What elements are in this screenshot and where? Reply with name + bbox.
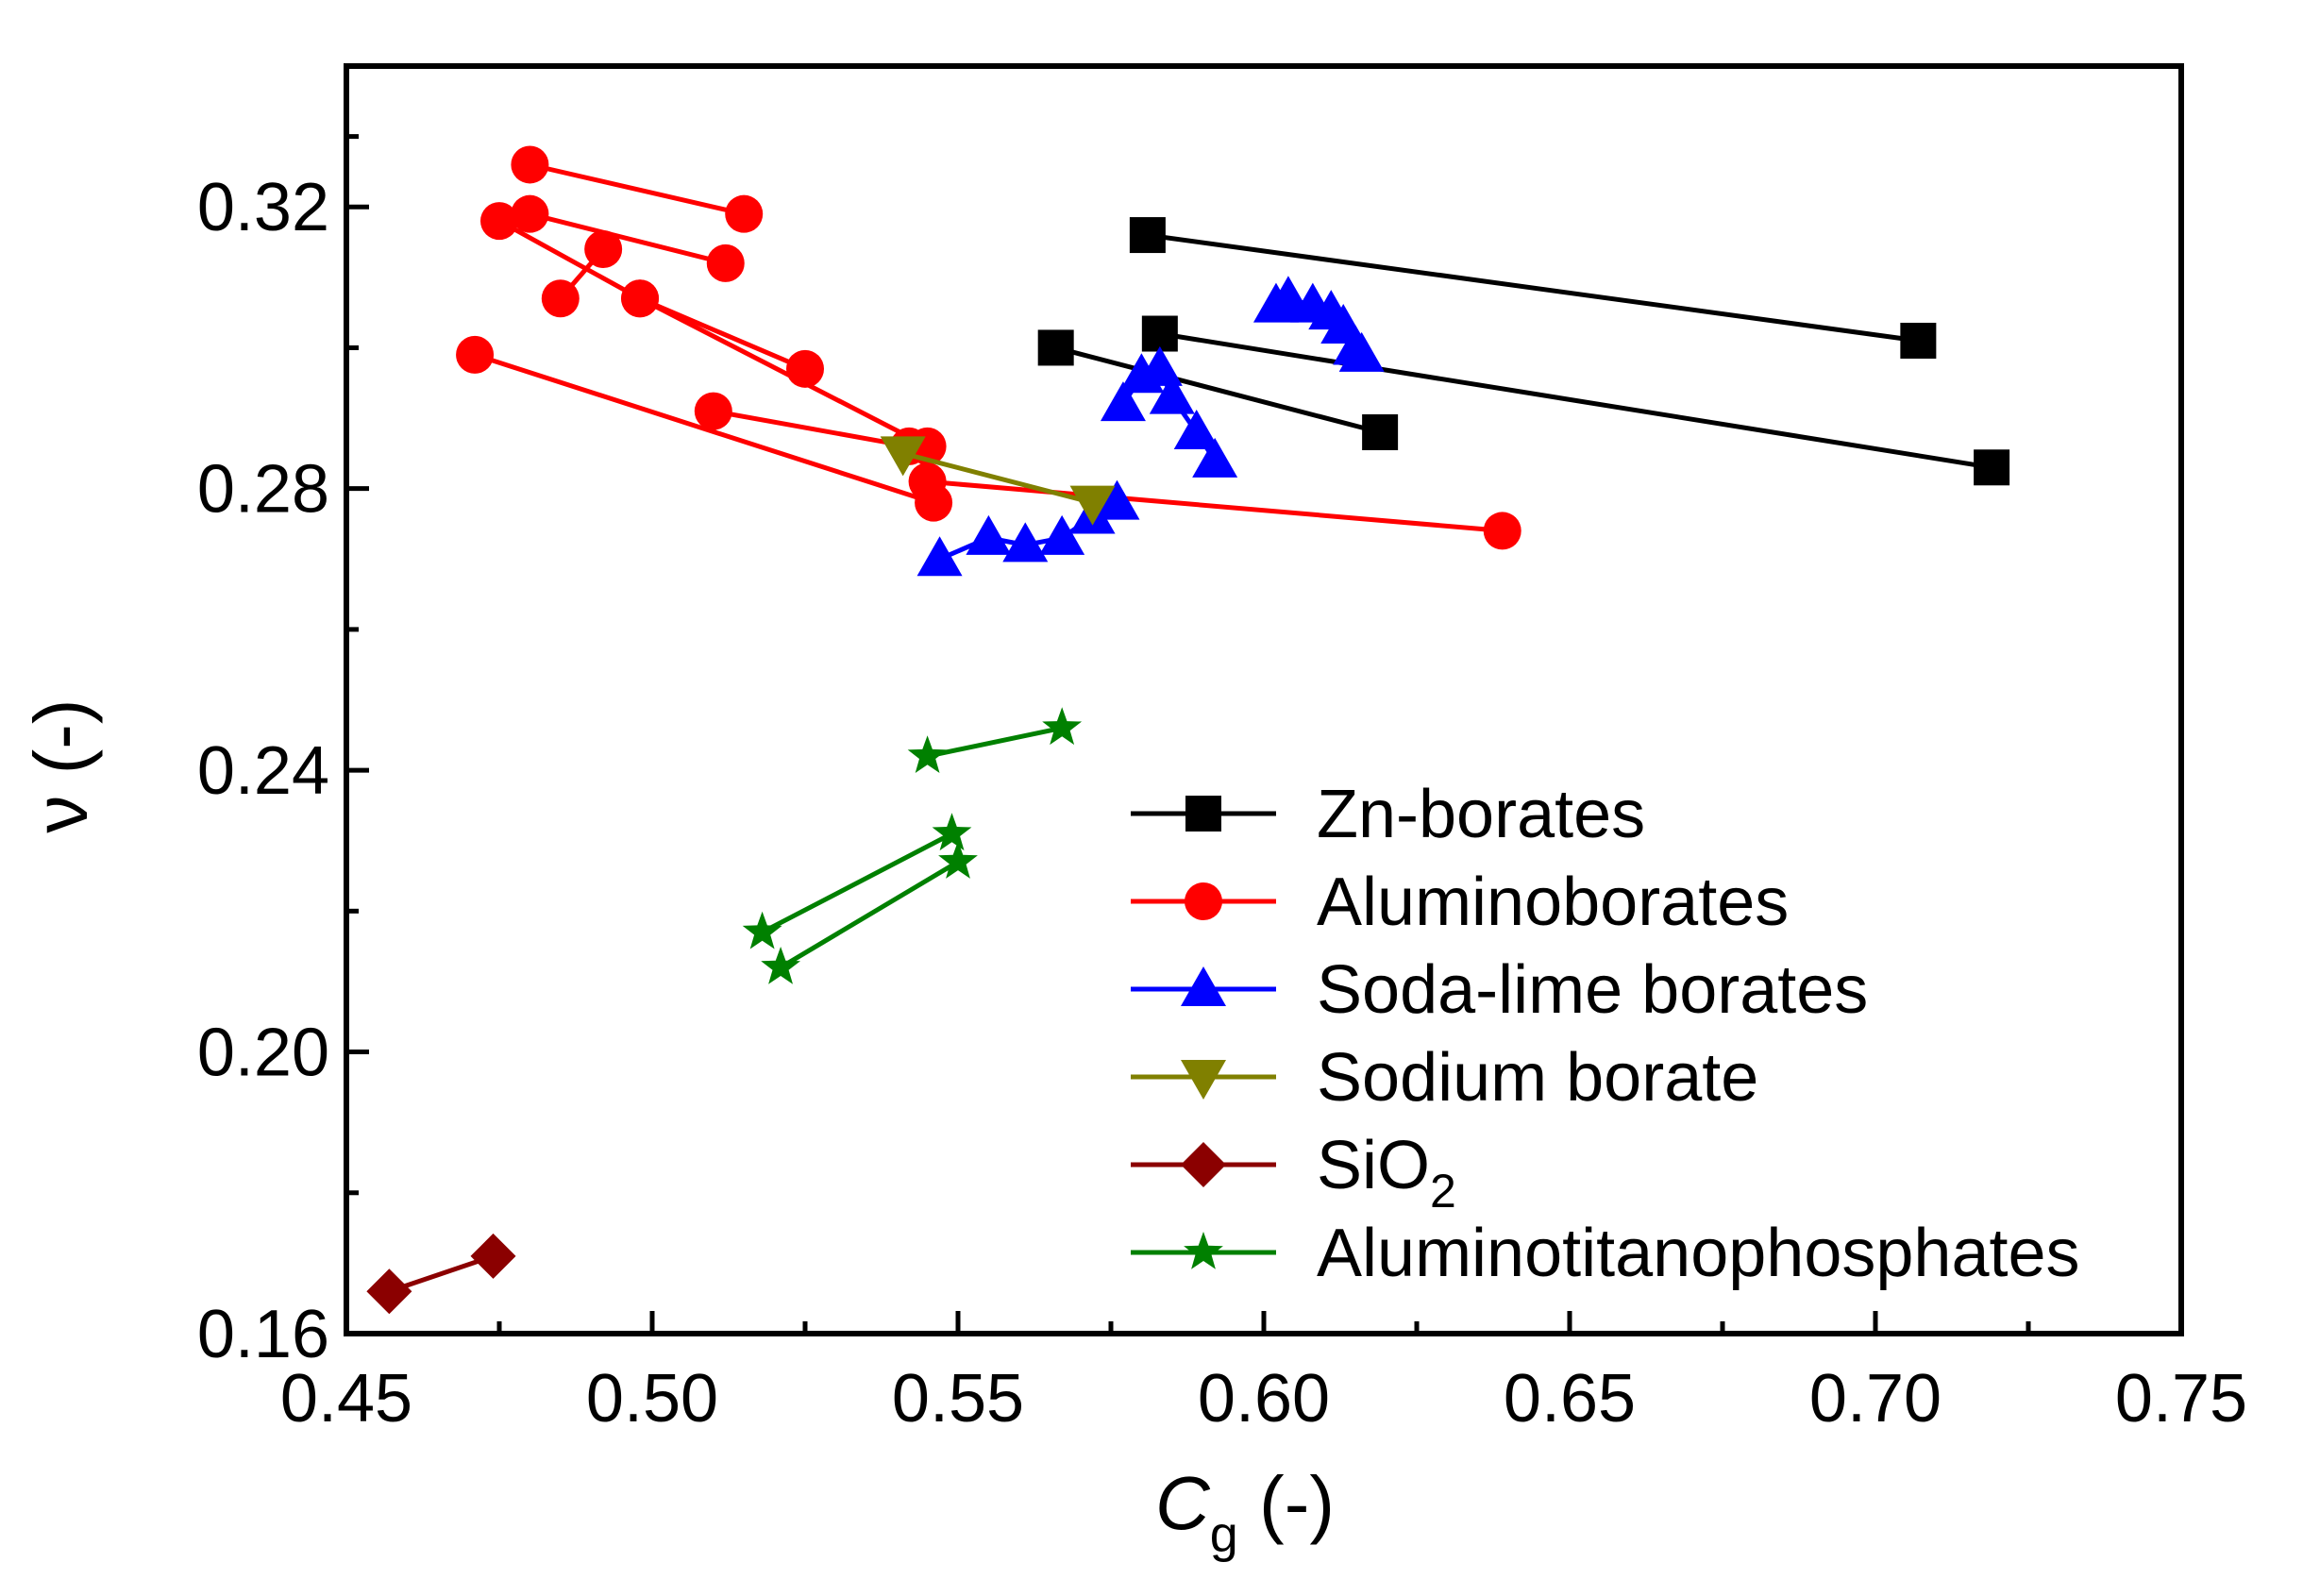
data-point <box>916 536 963 577</box>
data-point <box>938 841 978 879</box>
series-line <box>529 162 745 217</box>
series-line <box>761 832 953 934</box>
series-line <box>529 211 727 266</box>
legend-marker <box>1185 796 1221 832</box>
legend-item: Aluminoborates <box>1131 865 1789 940</box>
data-point <box>706 244 745 282</box>
data-point <box>907 735 948 773</box>
series-line <box>779 859 960 970</box>
data-point <box>1039 514 1085 555</box>
legend-marker <box>1181 1142 1226 1187</box>
data-point <box>1042 707 1083 746</box>
data-point <box>1173 409 1219 449</box>
series-line <box>1159 331 1992 470</box>
legend-label: Aluminotitanophosphates <box>1317 1216 2080 1291</box>
data-point <box>761 947 800 984</box>
series-aluminotitanophosphates <box>742 707 1083 984</box>
data-point <box>1129 217 1166 254</box>
data-point <box>742 911 782 949</box>
data-point <box>366 1268 412 1315</box>
series-line <box>1055 344 1381 435</box>
data-point <box>584 229 623 268</box>
data-point <box>1483 512 1521 550</box>
legend-marker <box>1181 966 1226 1006</box>
series-line <box>927 725 1063 759</box>
series-line <box>927 479 1503 533</box>
data-point <box>1974 449 2010 486</box>
series-line <box>902 450 1094 506</box>
series-line <box>474 352 934 505</box>
data-point <box>456 335 495 374</box>
data-point <box>511 194 549 233</box>
y-tick-label: 0.24 <box>197 733 329 809</box>
data-point <box>1192 437 1238 478</box>
data-point <box>470 1233 516 1279</box>
data-point <box>511 145 549 184</box>
axes: 0.45 0.50 0.55 0.60 0.65 0.70 0.75 0.16 0.20 0.24… <box>19 134 2247 1563</box>
data-point <box>1265 276 1311 316</box>
x-axis-title: Cg (-) <box>1155 1461 1335 1563</box>
y-tick-label: 0.16 <box>197 1297 329 1372</box>
data-point <box>694 392 732 430</box>
legend-marker <box>1181 1060 1226 1100</box>
data-point <box>1141 315 1178 352</box>
legend-label: Zn-borates <box>1317 777 1645 852</box>
x-tick-label: 0.55 <box>892 1361 1024 1436</box>
data-point <box>1149 374 1195 414</box>
data-point <box>1002 522 1049 563</box>
x-tick-label: 0.45 <box>280 1361 412 1436</box>
legend-label: Sodium borate <box>1317 1040 1758 1116</box>
series-sio2 <box>366 1233 516 1315</box>
data-point <box>1100 381 1146 422</box>
y-axis-title: ν (-) <box>19 698 103 832</box>
legend-marker <box>1185 882 1222 920</box>
data-point <box>880 436 926 477</box>
data-point <box>621 279 660 318</box>
data-point <box>1338 331 1385 372</box>
legend-label: Aluminoborates <box>1317 865 1789 940</box>
legend-label: Soda-lime borates <box>1317 952 1868 1028</box>
series-line <box>1147 232 1919 344</box>
x-tick-label: 0.75 <box>2115 1361 2247 1436</box>
legend-item: SiO2 <box>1131 1128 1456 1218</box>
series-sodium-borate <box>880 436 1116 526</box>
plot-frame <box>344 63 2184 1336</box>
legend-marker <box>1184 1232 1223 1269</box>
data-point <box>966 514 1012 555</box>
series-zn-borates <box>1037 217 2010 486</box>
legend-item: Zn-borates <box>1131 777 1645 852</box>
data-point <box>908 462 947 501</box>
series-soda-lime-borates <box>916 276 1385 577</box>
x-tick-label: 0.50 <box>586 1361 718 1436</box>
data-point <box>725 194 764 233</box>
plot-area <box>366 145 2010 1315</box>
data-point <box>1900 322 1937 359</box>
legend-item: Sodium borate <box>1131 1040 1758 1116</box>
legend: Zn-borates Aluminoborates Soda-lime borate… <box>1131 777 2080 1291</box>
legend-item: Aluminotitanophosphates <box>1131 1216 2080 1291</box>
data-point <box>1094 479 1140 520</box>
legend-label: SiO2 <box>1317 1128 1456 1218</box>
data-point <box>1037 329 1074 366</box>
series-line <box>638 295 929 449</box>
legend-item: Soda-lime borates <box>1131 952 1868 1028</box>
data-point <box>786 349 824 388</box>
data-point <box>480 202 518 241</box>
data-point <box>1069 485 1116 526</box>
x-tick-label: 0.65 <box>1504 1361 1636 1436</box>
data-point <box>1362 413 1399 450</box>
y-tick-label: 0.20 <box>197 1016 329 1091</box>
y-tick-label: 0.32 <box>197 170 329 245</box>
data-point <box>1136 345 1183 386</box>
x-tick-label: 0.70 <box>1809 1361 1942 1436</box>
data-point <box>932 813 972 851</box>
series-line <box>388 1253 495 1294</box>
series-line <box>713 409 910 449</box>
data-point <box>541 279 580 318</box>
y-tick-label: 0.28 <box>197 452 329 528</box>
x-tick-label: 0.60 <box>1198 1361 1330 1436</box>
